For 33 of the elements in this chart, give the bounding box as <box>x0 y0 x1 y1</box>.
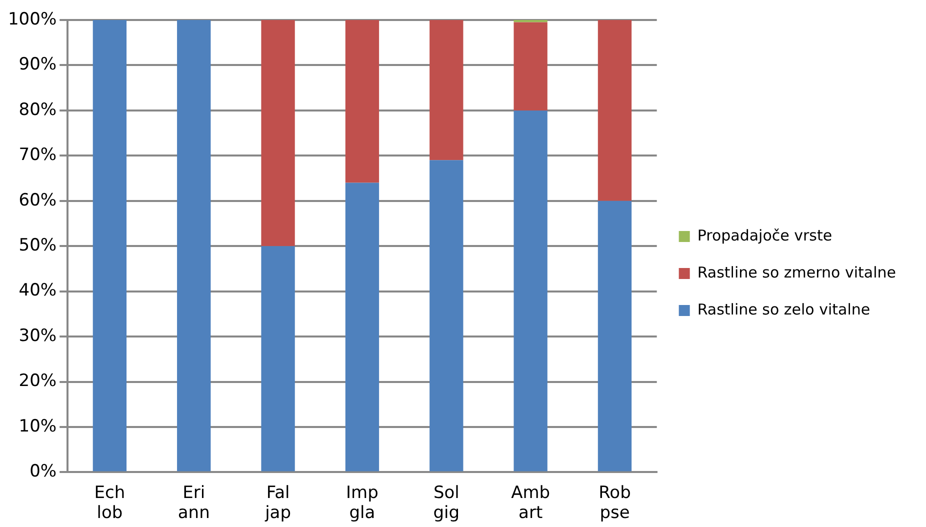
x-tick-label: Amb art <box>511 482 550 524</box>
bar <box>598 20 632 201</box>
y-tick-label: 30% <box>18 326 57 346</box>
y-tick-label: 100% <box>8 9 57 30</box>
y-tick-label: 90% <box>18 54 57 75</box>
bar <box>92 20 127 472</box>
y-tick-label: 10% <box>18 416 57 436</box>
legend-label: Rastline so zmerno vitalne <box>697 263 896 282</box>
x-tick-label: Ech lob <box>94 482 126 524</box>
bar <box>430 20 464 160</box>
bar <box>261 246 295 472</box>
bar <box>177 20 211 472</box>
bar <box>430 160 464 472</box>
x-tick-label: Rob pse <box>598 482 631 524</box>
y-tick-label: 0% <box>30 462 57 482</box>
y-tick-label: 50% <box>18 236 57 256</box>
y-tick-label: 20% <box>18 371 57 392</box>
bar <box>514 110 548 472</box>
bar <box>345 182 380 472</box>
y-tick-label: 70% <box>18 145 57 166</box>
legend-label: Rastline so zelo vitalne <box>697 300 870 318</box>
y-tick-label: 40% <box>18 280 57 301</box>
bar <box>514 22 548 110</box>
bar <box>261 20 295 246</box>
x-tick-label: Imp gla <box>346 482 378 524</box>
x-tick-label: Fal jap <box>264 482 292 524</box>
y-tick-label: 80% <box>18 100 57 120</box>
bar <box>598 200 632 472</box>
bar <box>345 20 380 183</box>
x-tick-label: Eri ann <box>178 482 210 524</box>
x-tick-label: Sol gig <box>433 482 460 524</box>
y-tick-label: 60% <box>18 190 57 210</box>
legend-label: Propadajoče vrste <box>697 226 832 244</box>
